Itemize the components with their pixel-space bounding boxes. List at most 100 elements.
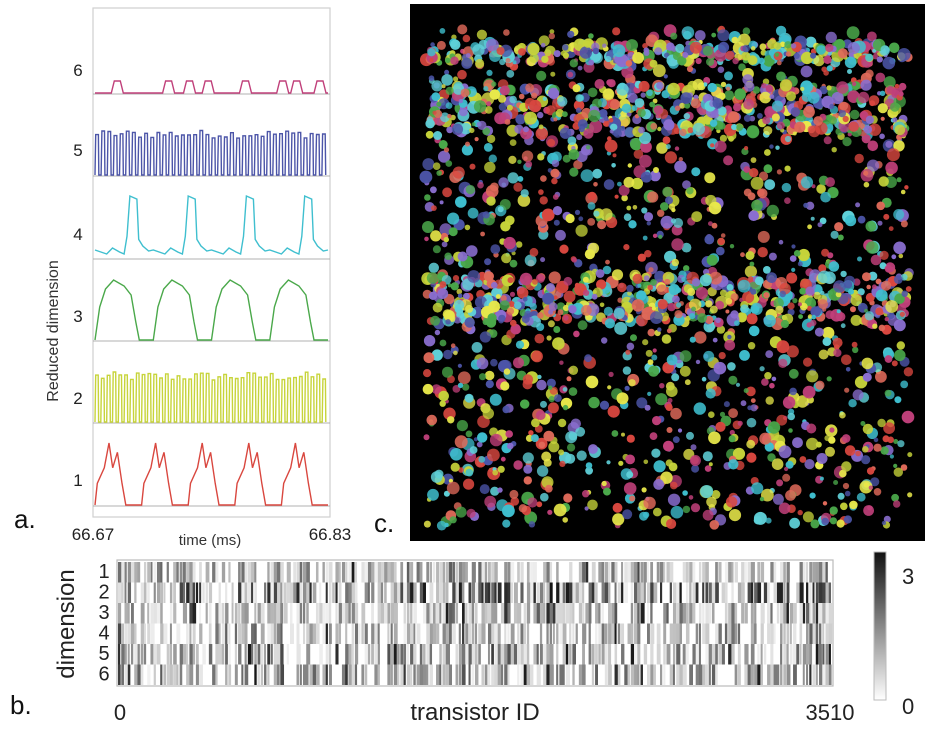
heatmap-cell	[806, 562, 809, 583]
scatter-point	[819, 476, 824, 481]
scatter-point	[706, 496, 717, 508]
heatmap-cell	[526, 644, 530, 665]
heatmap-cell	[575, 582, 580, 603]
heatmap-cell	[760, 562, 765, 583]
scatter-point	[456, 288, 463, 295]
heatmap-cell	[302, 562, 307, 583]
scatter-point	[875, 289, 888, 302]
scatter-point	[538, 124, 544, 130]
heatmap-cell	[698, 623, 701, 644]
heatmap-cell	[802, 562, 806, 583]
heatmap-cell	[400, 664, 405, 685]
panel-c-points	[419, 24, 915, 531]
heatmap-cell	[578, 562, 583, 583]
heatmap-cell	[439, 644, 442, 665]
heatmap-cell	[637, 582, 641, 603]
scatter-point	[689, 313, 696, 320]
scatter-point	[879, 262, 887, 270]
scatter-point	[517, 159, 522, 164]
scatter-point	[857, 288, 865, 296]
heatmap-cell	[698, 603, 702, 624]
heatmap-cell	[559, 582, 563, 603]
heatmap-cell	[637, 664, 640, 685]
heatmap-cell	[257, 603, 262, 624]
scatter-point	[432, 162, 441, 170]
scatter-point	[602, 265, 612, 275]
heatmap-cell	[465, 644, 470, 665]
heatmap-cell	[588, 603, 592, 624]
scatter-point	[837, 492, 845, 500]
scatter-point	[467, 207, 479, 219]
heatmap-cell	[153, 603, 157, 624]
scatter-point	[843, 515, 852, 524]
heatmap-cell	[254, 562, 257, 583]
heatmap-cell	[118, 623, 122, 644]
heatmap-cell	[536, 603, 541, 624]
heatmap-cell	[806, 582, 809, 603]
scatter-point	[465, 53, 471, 58]
scatter-point	[547, 402, 559, 414]
heatmap-cell	[436, 562, 440, 583]
scatter-point	[476, 441, 483, 448]
heatmap-cell	[647, 582, 651, 603]
scatter-point	[779, 79, 792, 92]
scatter-point	[828, 261, 840, 272]
scatter-point	[584, 506, 589, 511]
heatmap-cell	[345, 644, 350, 665]
scatter-point	[839, 469, 847, 478]
scatter-point	[864, 311, 875, 321]
scatter-point	[691, 167, 701, 177]
scatter-point	[568, 149, 580, 160]
scatter-point	[553, 503, 567, 517]
scatter-point	[764, 442, 774, 452]
heatmap-cell	[475, 623, 478, 644]
heatmap-cell	[822, 644, 825, 665]
scatter-point	[518, 48, 526, 56]
scatter-point	[612, 513, 625, 526]
heatmap-cell	[212, 664, 216, 685]
heatmap-cell	[293, 582, 297, 603]
scatter-point	[563, 290, 576, 303]
heatmap-cell	[449, 664, 453, 685]
heatmap-cell	[621, 644, 625, 665]
scatter-point	[612, 44, 626, 58]
heatmap-cell	[471, 623, 475, 644]
scatter-point	[746, 125, 760, 139]
heatmap-cell	[426, 603, 430, 624]
heatmap-cell	[513, 603, 518, 624]
heatmap-cell	[315, 603, 319, 624]
heatmap-cell	[543, 603, 546, 624]
heatmap-cell	[679, 582, 682, 603]
heatmap-cell	[750, 644, 755, 665]
scatter-point	[447, 416, 455, 424]
scatter-point	[637, 253, 646, 262]
scatter-point	[499, 300, 510, 311]
scatter-point	[572, 84, 581, 93]
scatter-point	[450, 282, 459, 291]
scatter-point	[536, 501, 543, 508]
heatmap-cell	[338, 562, 341, 583]
heatmap-cell	[150, 562, 153, 583]
heatmap-cell	[510, 623, 515, 644]
heatmap-cell	[543, 644, 547, 665]
heatmap-cell	[445, 644, 450, 665]
scatter-point	[582, 490, 590, 498]
scatter-point	[611, 163, 616, 168]
scatter-point	[538, 189, 544, 195]
scatter-point	[532, 278, 538, 285]
heatmap-cell	[718, 623, 722, 644]
heatmap-cell	[702, 623, 706, 644]
scatter-point	[523, 464, 533, 474]
scatter-point	[825, 446, 835, 457]
heatmap-cell	[410, 562, 414, 583]
heatmap-cell	[377, 644, 380, 665]
heatmap-cell	[705, 562, 709, 583]
scatter-point	[551, 159, 560, 168]
heatmap-cell	[806, 644, 810, 665]
scatter-point	[677, 56, 687, 66]
scatter-point	[660, 215, 674, 229]
heatmap-cell	[812, 603, 816, 624]
scatter-point	[437, 288, 449, 299]
scatter-point	[509, 95, 517, 104]
scatter-point	[847, 42, 860, 55]
